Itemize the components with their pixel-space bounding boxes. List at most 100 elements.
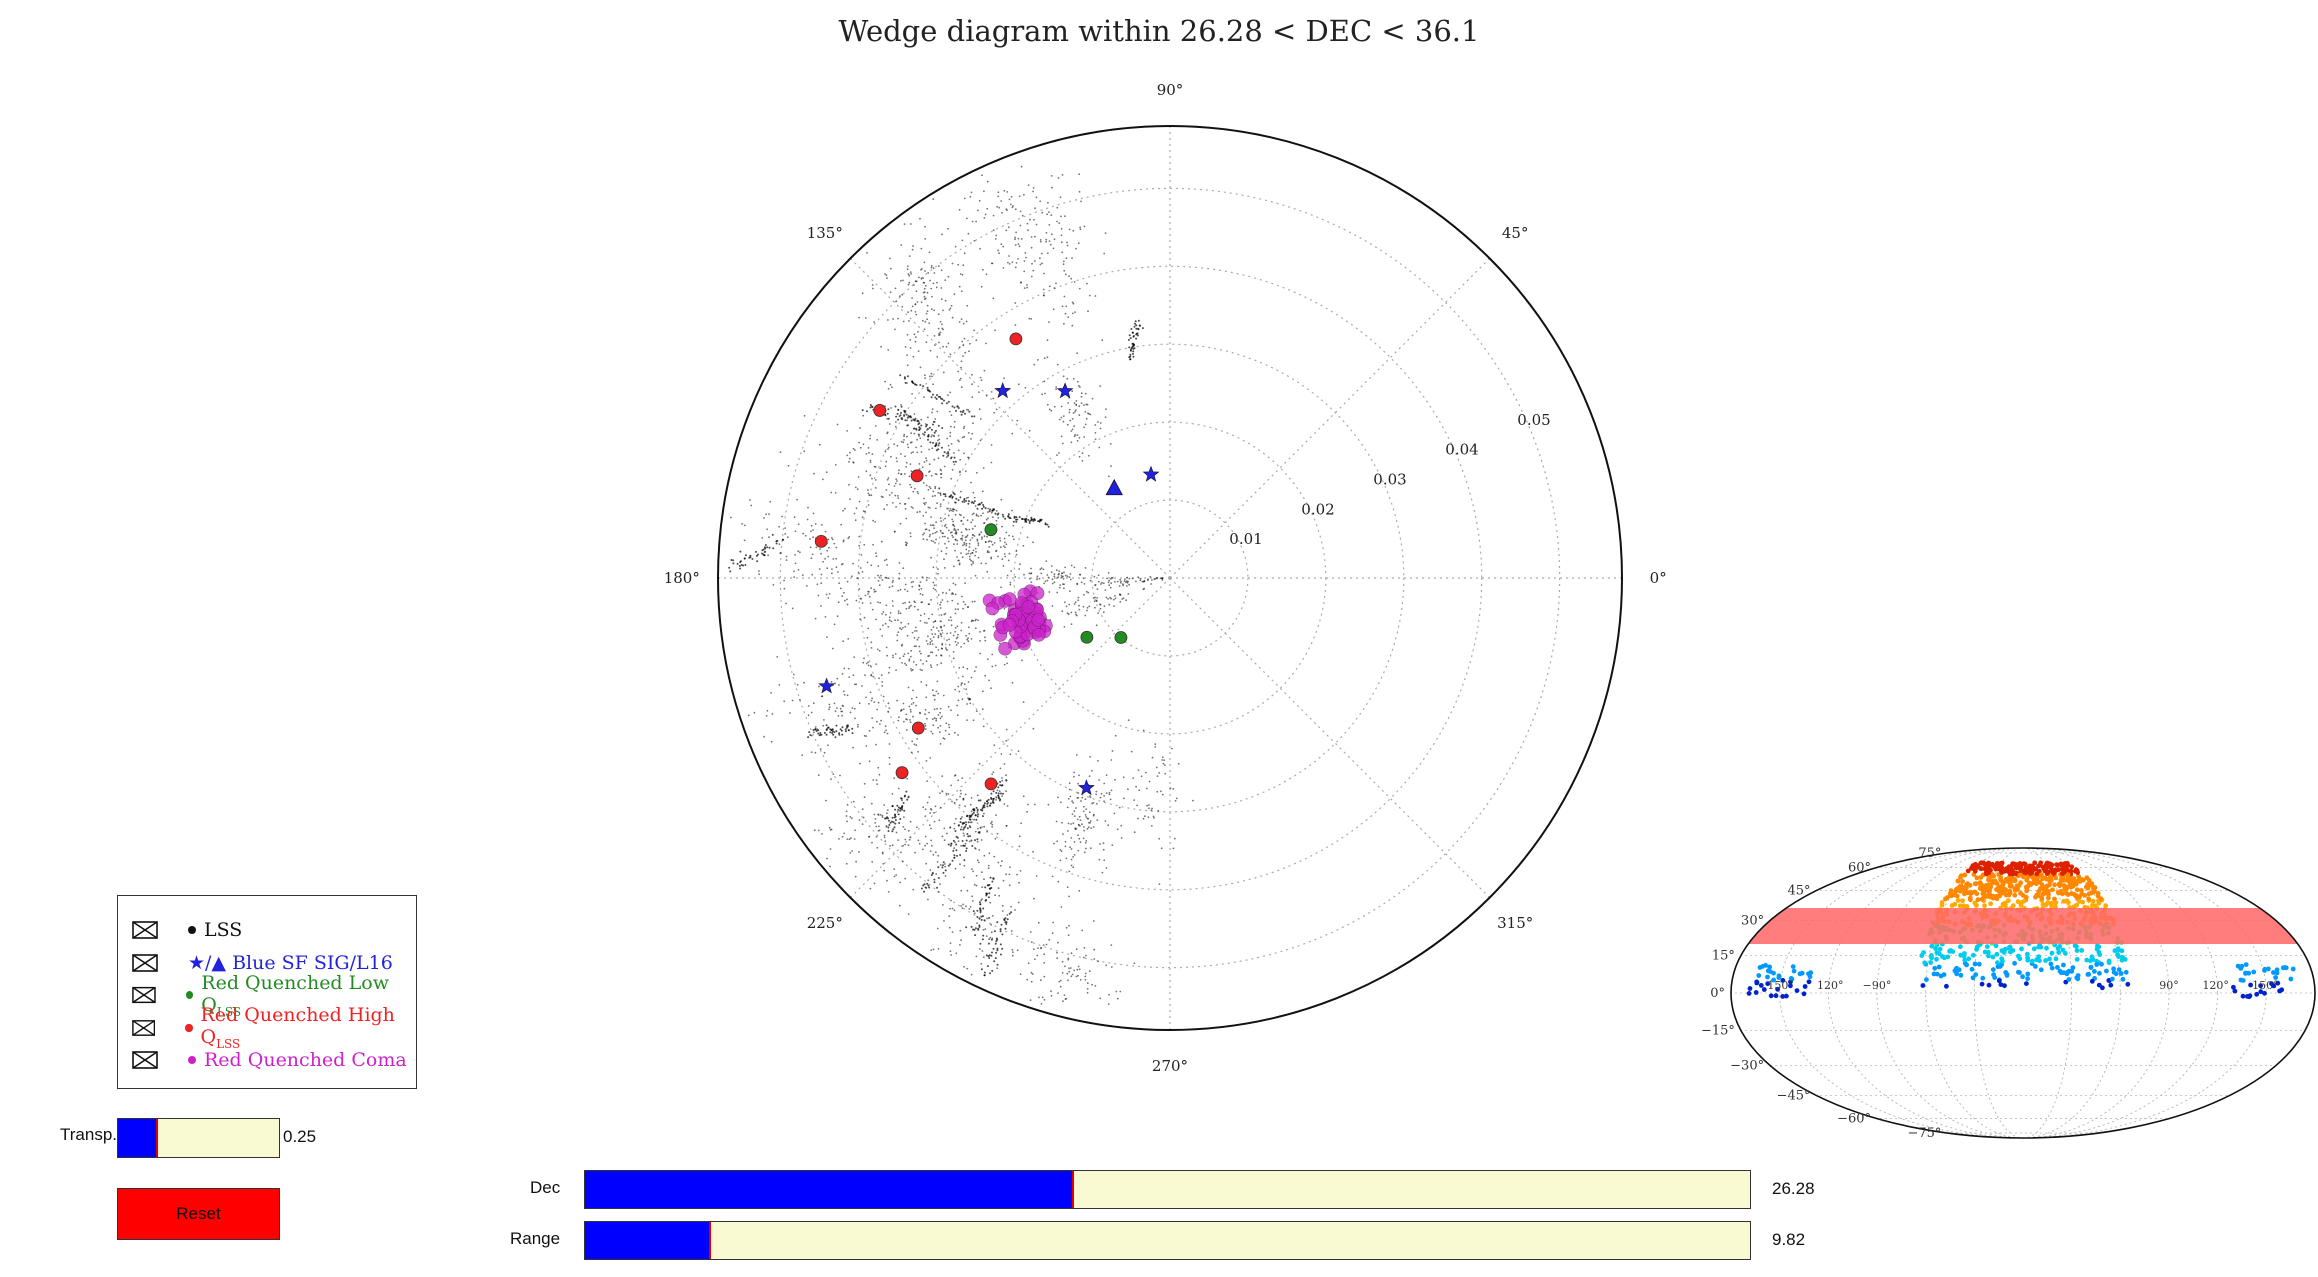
- lss-point: [841, 704, 844, 707]
- lss-point: [937, 714, 940, 716]
- legend-item-blue-sf[interactable]: ★/▲ Blue SF SIG/L16: [118, 947, 416, 980]
- sky-point: [1980, 975, 1986, 981]
- lss-point: [1133, 799, 1135, 801]
- lss-point: [968, 908, 971, 910]
- lss-point: [985, 541, 987, 544]
- lss-point: [1086, 282, 1088, 285]
- lss-point: [1003, 803, 1006, 805]
- sky-point: [2258, 989, 2264, 995]
- lss-point: [959, 944, 961, 946]
- checkbox-icon[interactable]: [132, 1019, 156, 1037]
- dec-slider[interactable]: [584, 1170, 1751, 1209]
- lss-point: [1049, 243, 1052, 246]
- checkbox-icon[interactable]: [132, 953, 158, 972]
- lss-point: [879, 602, 881, 604]
- lss-point: [945, 456, 948, 459]
- checkbox-icon[interactable]: [132, 986, 156, 1004]
- lss-point: [971, 900, 974, 902]
- lss-point: [941, 233, 943, 236]
- lss-point: [985, 894, 988, 897]
- lss-point: [996, 947, 999, 950]
- lss-point: [858, 588, 861, 590]
- blue-sf-star-marker: [1056, 382, 1074, 399]
- lss-point: [910, 649, 912, 652]
- lss-point: [1015, 550, 1018, 552]
- lss-point: [937, 649, 940, 651]
- coma-marker: [998, 641, 1012, 656]
- lss-point: [890, 455, 892, 458]
- lss-point: [1088, 413, 1090, 415]
- lss-point: [908, 838, 911, 841]
- lss-point: [778, 684, 781, 686]
- lss-point: [866, 252, 868, 254]
- lss-point: [1011, 681, 1014, 684]
- sky-point: [2070, 965, 2076, 970]
- lss-point: [794, 530, 797, 533]
- lss-point: [830, 680, 833, 683]
- lss-point: [921, 669, 923, 672]
- lss-point: [1072, 229, 1075, 232]
- lss-point: [1103, 795, 1105, 797]
- lss-point: [761, 537, 764, 539]
- legend-item-red-low[interactable]: Red Quenched Low QLSS: [118, 972, 416, 1019]
- sky-point: [1969, 966, 1975, 972]
- transp-slider-fill[interactable]: [118, 1119, 159, 1157]
- sky-point: [1767, 964, 1772, 970]
- lss-point: [882, 624, 884, 627]
- range-slider[interactable]: [584, 1221, 1751, 1260]
- lss-point: [971, 537, 974, 539]
- lss-point: [935, 530, 938, 533]
- lss-point: [977, 515, 980, 517]
- lss-point: [958, 562, 961, 565]
- sky-point: [1934, 971, 1940, 977]
- transp-slider[interactable]: [117, 1118, 280, 1158]
- lss-point: [943, 863, 946, 865]
- lss-point: [870, 564, 873, 567]
- lss-point: [941, 629, 943, 632]
- sky-point: [2096, 982, 2102, 988]
- legend-item-lss[interactable]: LSS: [118, 914, 416, 947]
- checkbox-icon[interactable]: [132, 1051, 158, 1070]
- lss-point: [1089, 847, 1092, 850]
- lss-point: [1016, 949, 1019, 952]
- lss-point: [945, 648, 948, 651]
- legend-item-coma[interactable]: Red Quenched Coma: [118, 1044, 416, 1077]
- lss-point: [863, 543, 866, 546]
- lss-point: [934, 344, 936, 346]
- lss-point: [1028, 522, 1031, 524]
- lss-point: [1056, 577, 1058, 579]
- lss-point: [942, 493, 945, 496]
- sky-point: [1990, 954, 1996, 960]
- lss-point: [950, 842, 953, 845]
- lss-point: [972, 560, 974, 563]
- lss-point: [871, 608, 874, 611]
- lss-point: [1036, 954, 1039, 957]
- dec-slider-fill[interactable]: [585, 1171, 1075, 1208]
- lss-point: [937, 866, 940, 869]
- lss-point: [1067, 958, 1070, 961]
- lss-point: [945, 792, 948, 795]
- lss-point: [768, 513, 770, 515]
- reset-button[interactable]: Reset: [117, 1188, 280, 1240]
- legend-item-red-high[interactable]: Red Quenched High QLSS: [118, 1004, 416, 1051]
- lss-point: [945, 402, 948, 405]
- lss-point: [942, 309, 944, 312]
- lss-point: [1154, 746, 1157, 748]
- lss-point: [1091, 769, 1093, 772]
- lss-point: [933, 811, 935, 814]
- lss-point: [1077, 849, 1080, 852]
- lss-point: [982, 907, 985, 910]
- lss-point: [768, 536, 770, 539]
- lss-point: [1043, 357, 1046, 360]
- lss-point: [1082, 577, 1085, 580]
- lss-point: [896, 460, 898, 463]
- lss-point: [961, 411, 964, 414]
- lss-point: [1097, 421, 1099, 423]
- checkbox-icon[interactable]: [132, 921, 158, 940]
- lss-point: [949, 863, 952, 866]
- sky-point: [1994, 893, 2000, 899]
- range-slider-fill[interactable]: [585, 1222, 711, 1259]
- lss-point: [887, 710, 889, 713]
- lss-point: [836, 677, 839, 680]
- sky-point: [1958, 944, 1963, 950]
